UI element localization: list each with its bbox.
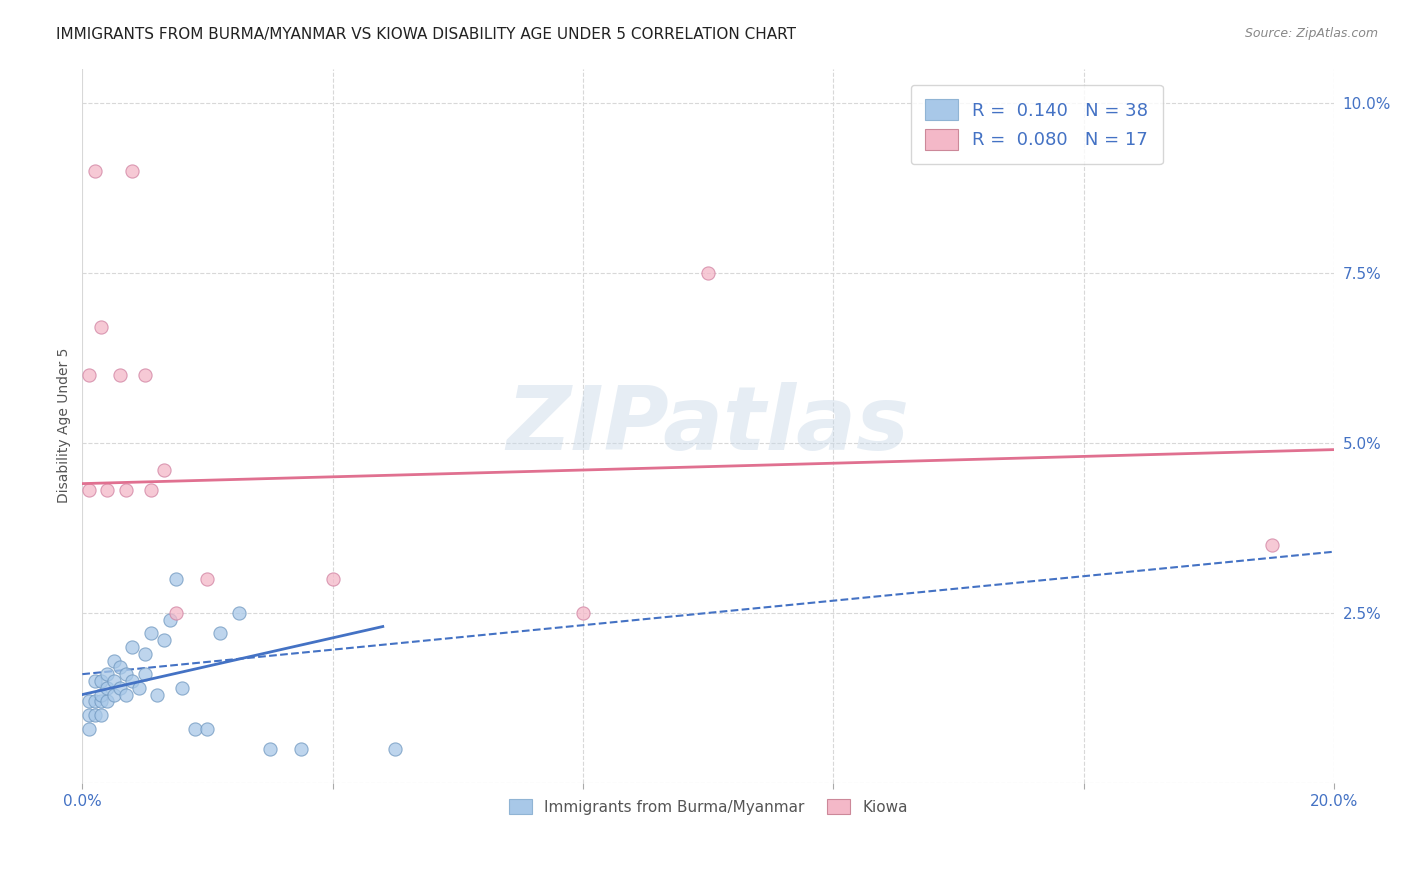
- Point: [103, 673, 125, 688]
- Point: [197, 722, 219, 736]
- Text: Source: ZipAtlas.com: Source: ZipAtlas.com: [1244, 27, 1378, 40]
- Point: [228, 606, 250, 620]
- Point: [115, 667, 138, 681]
- Point: [121, 640, 143, 654]
- Point: [115, 483, 138, 498]
- Point: [197, 572, 219, 586]
- Point: [90, 688, 112, 702]
- Point: [184, 722, 207, 736]
- Point: [259, 742, 281, 756]
- Point: [96, 483, 118, 498]
- Point: [152, 463, 174, 477]
- Point: [128, 681, 150, 695]
- Point: [90, 320, 112, 334]
- Point: [115, 688, 138, 702]
- Point: [159, 613, 181, 627]
- Point: [96, 681, 118, 695]
- Point: [384, 742, 406, 756]
- Point: [83, 163, 105, 178]
- Point: [77, 368, 100, 382]
- Point: [108, 368, 131, 382]
- Point: [108, 681, 131, 695]
- Point: [83, 694, 105, 708]
- Point: [134, 647, 156, 661]
- Point: [152, 633, 174, 648]
- Point: [83, 708, 105, 723]
- Point: [121, 673, 143, 688]
- Y-axis label: Disability Age Under 5: Disability Age Under 5: [58, 348, 72, 503]
- Point: [77, 694, 100, 708]
- Point: [90, 708, 112, 723]
- Point: [146, 688, 169, 702]
- Point: [141, 626, 163, 640]
- Point: [134, 368, 156, 382]
- Point: [697, 266, 720, 280]
- Text: ZIPatlas: ZIPatlas: [506, 383, 910, 469]
- Point: [90, 673, 112, 688]
- Point: [208, 626, 231, 640]
- Point: [108, 660, 131, 674]
- Point: [1260, 538, 1282, 552]
- Point: [96, 667, 118, 681]
- Point: [172, 681, 194, 695]
- Legend: Immigrants from Burma/Myanmar, Kiowa: Immigrants from Burma/Myanmar, Kiowa: [498, 788, 918, 825]
- Point: [165, 572, 187, 586]
- Point: [77, 483, 100, 498]
- Point: [96, 694, 118, 708]
- Point: [121, 163, 143, 178]
- Point: [322, 572, 344, 586]
- Point: [90, 694, 112, 708]
- Point: [103, 654, 125, 668]
- Text: IMMIGRANTS FROM BURMA/MYANMAR VS KIOWA DISABILITY AGE UNDER 5 CORRELATION CHART: IMMIGRANTS FROM BURMA/MYANMAR VS KIOWA D…: [56, 27, 796, 42]
- Point: [290, 742, 312, 756]
- Point: [134, 667, 156, 681]
- Point: [77, 708, 100, 723]
- Point: [103, 688, 125, 702]
- Point: [165, 606, 187, 620]
- Point: [141, 483, 163, 498]
- Point: [77, 722, 100, 736]
- Point: [572, 606, 595, 620]
- Point: [83, 673, 105, 688]
